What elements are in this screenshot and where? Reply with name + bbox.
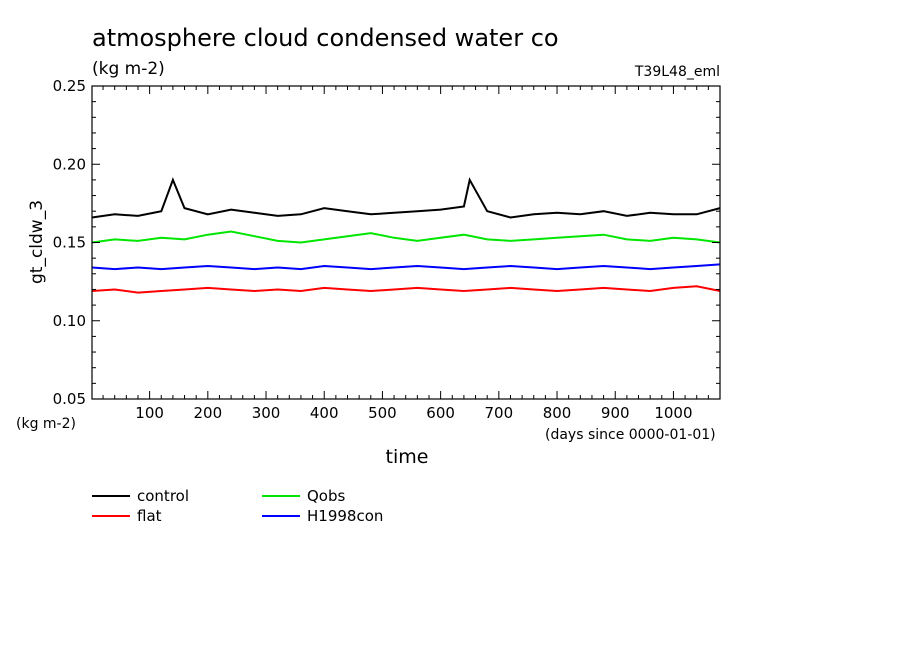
y-axis-unit: (kg m-2) (16, 416, 76, 432)
axis-layer: 100 200 300 400 500 600 700 800 900 1000 0.05 0.10 0… (53, 77, 720, 422)
y-tick-label: 0.15 (53, 234, 86, 252)
x-tick-label: 400 (310, 404, 339, 422)
series-layer (91, 177, 721, 294)
series-line-control (91, 177, 721, 219)
y-tick-label: 0.20 (53, 155, 86, 173)
x-axis-label: time (386, 446, 429, 468)
y-tick-label: 0.05 (53, 390, 86, 408)
legend-label-control: control (137, 487, 189, 505)
y-axis-label: gt_cldw_3 (27, 200, 47, 284)
x-tick-label: 200 (194, 404, 223, 422)
chart-title: atmosphere cloud condensed water co (92, 24, 559, 52)
legend-label-h1998con: H1998con (307, 507, 383, 525)
legend-label-flat: flat (137, 507, 162, 525)
experiment-label: T39L48_eml (634, 64, 720, 80)
y-tick-label: 0.25 (53, 77, 86, 95)
legend-label-qobs: Qobs (307, 487, 346, 505)
series-line-flat (91, 285, 721, 294)
x-axis-unit: (days since 0000-01-01) (545, 427, 716, 443)
x-tick-label: 1000 (654, 404, 692, 422)
x-tick-label: 700 (485, 404, 514, 422)
chart-subtitle-unit: (kg m-2) (92, 59, 165, 79)
x-tick-label: 800 (543, 404, 572, 422)
x-tick-label: 300 (252, 404, 281, 422)
x-tick-label: 600 (426, 404, 455, 422)
series-line-qobs (91, 230, 721, 244)
x-tick-label: 100 (135, 404, 164, 422)
plot-frame (91, 85, 721, 400)
legend: control flat Qobs H1998con (92, 487, 383, 525)
x-tick-label: 500 (368, 404, 397, 422)
y-tick-label: 0.10 (53, 312, 86, 330)
series-line-h1998con (91, 263, 721, 271)
x-tick-label: 900 (601, 404, 630, 422)
